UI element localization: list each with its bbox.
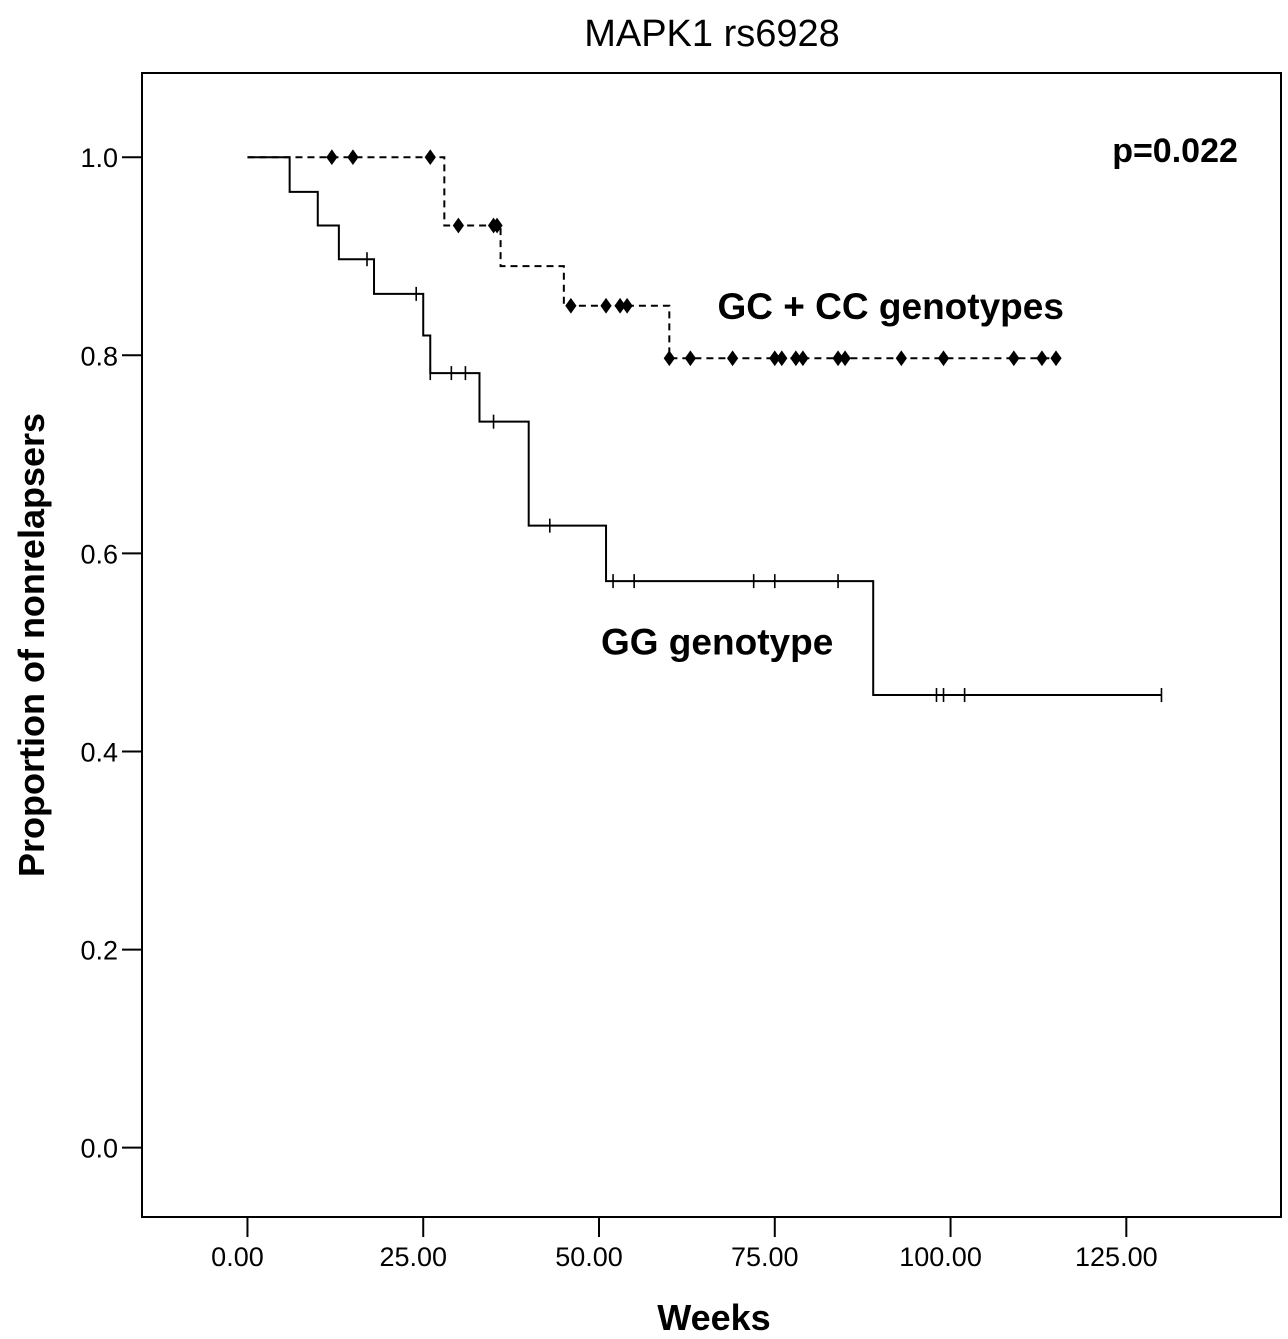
censor-mark-s0-0 xyxy=(326,149,338,166)
p-value-annotation: p=0.022 xyxy=(1112,132,1238,170)
censor-mark-s0-22 xyxy=(1036,350,1048,367)
y-axis-label: Proportion of nonrelapsers xyxy=(11,413,52,877)
censor-layer xyxy=(326,149,1163,703)
censor-mark-s0-5 xyxy=(491,217,503,234)
x-tick-label-1: 25.00 xyxy=(379,1242,447,1272)
series-layer xyxy=(247,156,1162,697)
censor-mark-s0-11 xyxy=(684,350,697,367)
y-tick-label-1: 0.2 xyxy=(80,936,118,966)
y-tick-label-4: 0.8 xyxy=(80,341,118,371)
chart-title: MAPK1 rs6928 xyxy=(584,13,840,55)
censor-mark-s0-3 xyxy=(452,217,465,234)
censor-mark-s0-7 xyxy=(600,297,612,314)
x-tick-label-4: 100.00 xyxy=(899,1242,982,1272)
censor-mark-s0-6 xyxy=(565,297,577,314)
plot-frame xyxy=(141,72,1282,1218)
x-tick-label-3: 75.00 xyxy=(731,1242,799,1272)
x-tick-label-2: 50.00 xyxy=(555,1242,623,1272)
censor-mark-s0-10 xyxy=(663,350,675,367)
censor-mark-s0-2 xyxy=(424,149,436,166)
x-axis: 0.00 25.00 50.00 75.00 100.00 125.00 xyxy=(211,1217,1158,1272)
y-tick-label-2: 0.4 xyxy=(80,737,118,767)
censor-mark-s0-18 xyxy=(839,350,851,367)
censor-mark-s0-21 xyxy=(1008,350,1020,367)
x-tick-label-5: 125.00 xyxy=(1075,1242,1158,1272)
gg-genotype-label: GG genotype xyxy=(601,622,833,663)
censor-mark-s0-16 xyxy=(797,350,809,367)
censor-mark-s0-14 xyxy=(776,350,788,367)
x-axis-label: Weeks xyxy=(657,1297,770,1338)
censor-mark-s0-1 xyxy=(347,149,359,166)
y-tick-label-5: 1.0 xyxy=(80,143,118,173)
x-tick-label-0: 0.00 xyxy=(211,1242,264,1272)
gc-cc-genotypes-label: GC + CC genotypes xyxy=(718,286,1064,327)
series-line-0 xyxy=(247,156,1057,360)
censor-mark-s0-9 xyxy=(621,297,633,314)
censor-mark-s0-23 xyxy=(1050,350,1062,367)
y-tick-label-0: 0.0 xyxy=(80,1134,118,1164)
series-line-1 xyxy=(247,156,1162,697)
y-tick-label-3: 0.6 xyxy=(80,539,118,569)
censor-mark-s0-12 xyxy=(726,350,739,367)
censor-mark-s0-20 xyxy=(937,350,950,367)
censor-mark-s0-19 xyxy=(895,350,907,367)
y-axis: 0.0 0.2 0.4 0.6 0.8 1.0 xyxy=(80,143,142,1164)
